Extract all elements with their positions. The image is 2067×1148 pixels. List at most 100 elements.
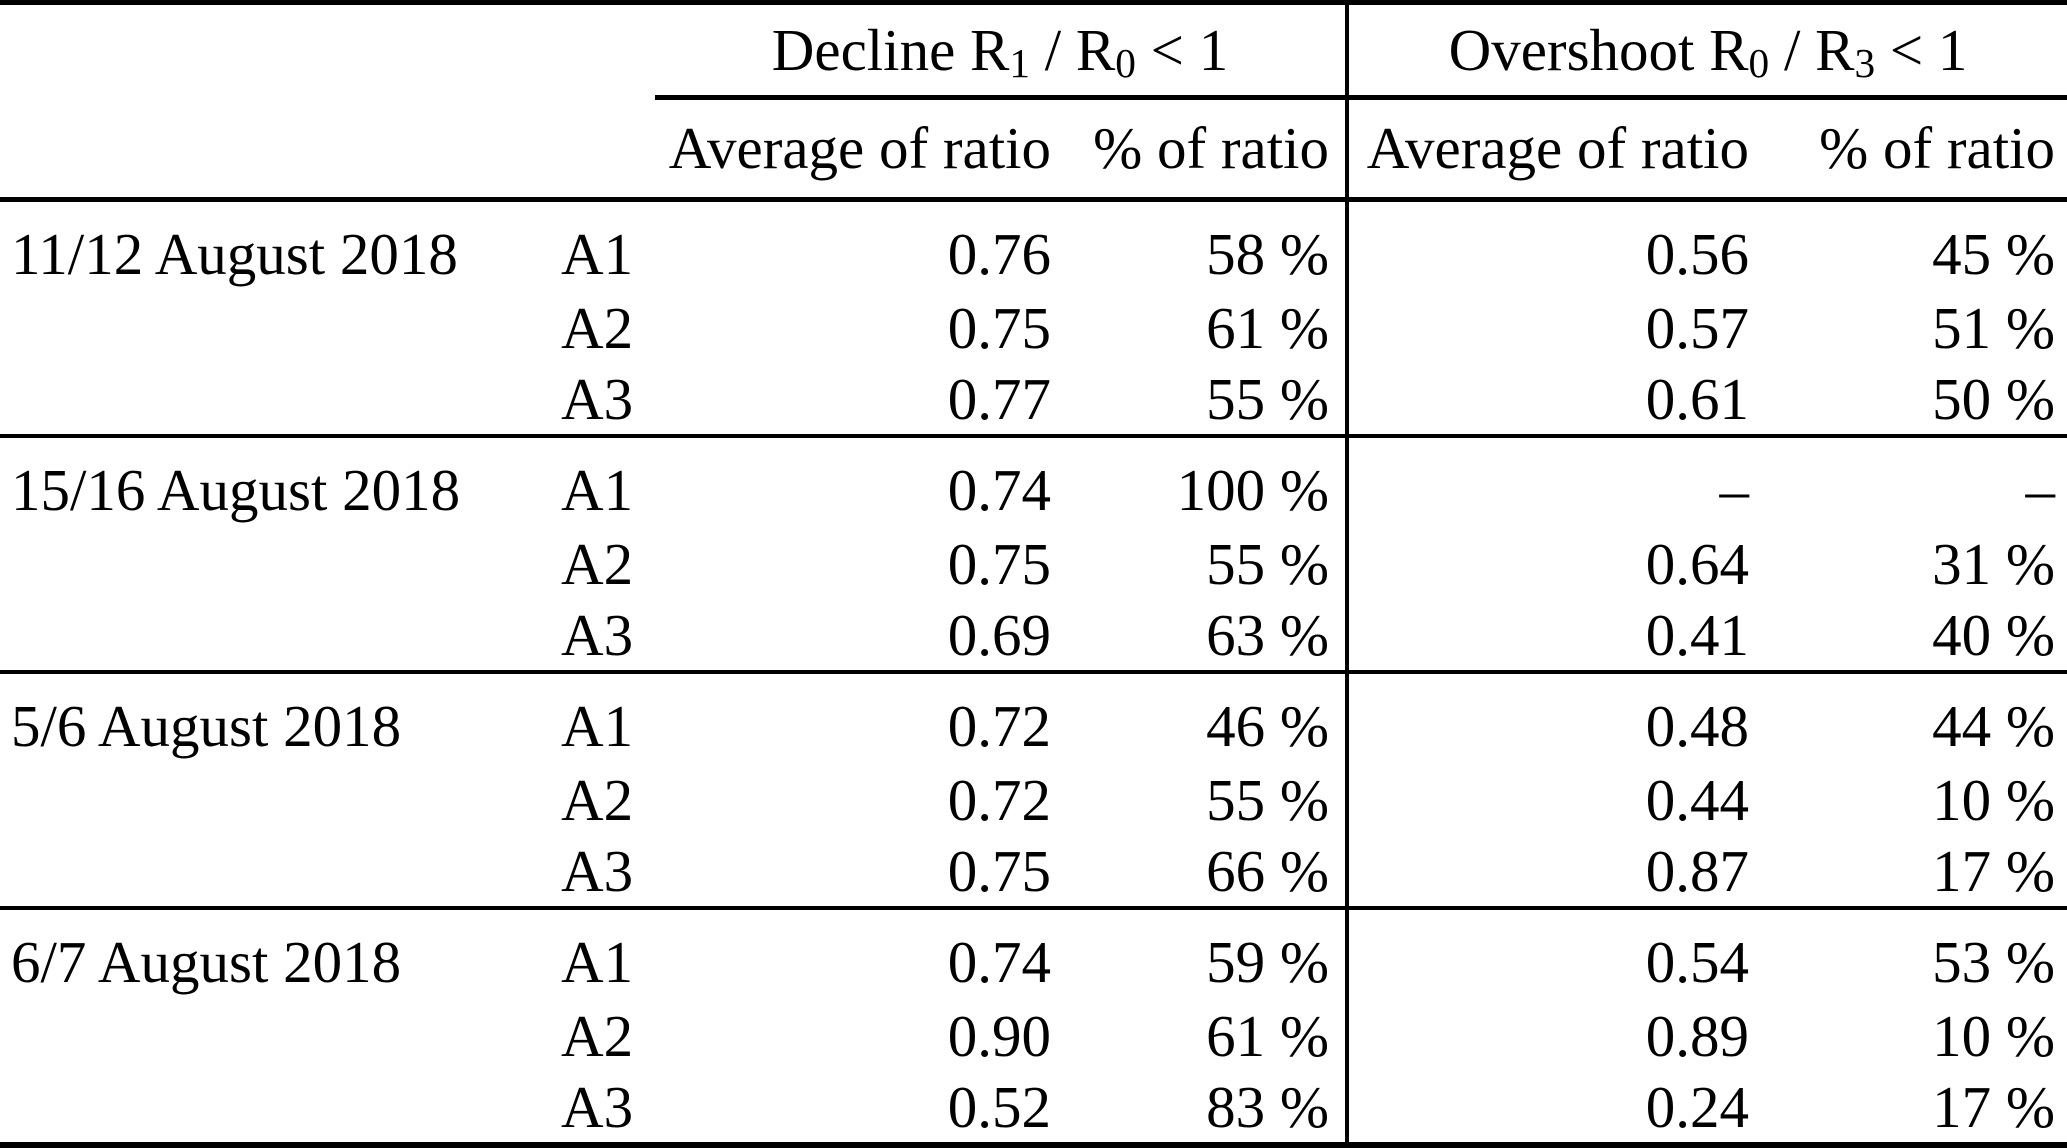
overshoot-percent-cell: 51 %: [1932, 294, 2055, 361]
col-header-decline-average: Average of ratio: [655, 100, 1055, 202]
variant-cell: A3: [561, 366, 634, 432]
table-row: A2 0.75 55 % 0.64 31 %: [0, 527, 2067, 601]
decline-percent-cell: 61 %: [1206, 294, 1329, 361]
overshoot-average-cell: 0.56: [1345, 202, 1760, 291]
date-cell: [0, 999, 550, 1073]
variant-cell: A3: [561, 838, 634, 904]
overshoot-average-cell: 0.87: [1345, 837, 1760, 906]
decline-percent-cell: 58 %: [1206, 220, 1329, 287]
decline-percent-cell: 46 %: [1055, 670, 1345, 763]
variant-cell: A2: [561, 294, 634, 361]
decline-average-cell: 0.74: [655, 434, 1055, 527]
table-row: A2 0.72 55 % 0.44 10 %: [0, 763, 2067, 837]
date-cell: [0, 1073, 550, 1148]
col-header-decline-percent: % of ratio: [1055, 100, 1345, 202]
variant-cell: A1: [550, 434, 655, 527]
overshoot-header-text: < 1: [1875, 16, 1968, 83]
overshoot-group-header: Overshoot R0 / R3 < 1: [1345, 0, 2067, 100]
decline-average-cell: 0.76: [947, 220, 1051, 287]
decline-percent-cell: 83 %: [1055, 1073, 1345, 1148]
overshoot-average-cell: 0.89: [1345, 999, 1760, 1073]
overshoot-header-text: Overshoot R: [1448, 16, 1749, 83]
overshoot-percent-cell: –: [1760, 434, 2067, 527]
decline-average-cell: 0.90: [947, 1002, 1051, 1069]
date-cell: [0, 837, 550, 906]
date-group-1112-august: 11/12 August 2018 A1 0.76 58 % 0.56 45 %…: [0, 202, 2067, 434]
date-group-56-august: 5/6 August 2018 A1 0.72 46 % 0.48 44 % A…: [0, 670, 2067, 906]
decline-percent-cell: 100 %: [1055, 434, 1345, 527]
variant-cell: A1: [550, 906, 655, 999]
table-row: 5/6 August 2018 A1 0.72 46 % 0.48 44 %: [0, 670, 2067, 763]
variant-cell: A1: [550, 670, 655, 763]
column-header-row: Average of ratio % of ratio Average of r…: [0, 100, 2067, 202]
decline-percent-cell: 55 %: [1206, 766, 1329, 833]
overshoot-average-cell: 0.44: [1345, 763, 1760, 837]
decline-average-cell: 0.74: [655, 906, 1055, 999]
overshoot-average-cell: –: [1345, 434, 1760, 527]
decline-header-text: Decline R: [771, 16, 1010, 83]
overshoot-average-cell: 0.64: [1345, 527, 1760, 601]
group-header-row: Decline R1 / R0 < 1 Overshoot R0 / R3 < …: [0, 0, 2067, 100]
table-row: A3 0.77 55 % 0.61 50 %: [0, 365, 2067, 434]
decline-percent-cell: 55 %: [1206, 366, 1329, 432]
overshoot-sub-0: 0: [1748, 39, 1770, 86]
date-cell: [0, 365, 550, 434]
variant-cell: A2: [561, 766, 634, 833]
col-header-overshoot-percent: % of ratio: [1760, 100, 2067, 202]
date-cell: 15/16 August 2018: [0, 434, 550, 527]
table-header: Decline R1 / R0 < 1 Overshoot R0 / R3 < …: [0, 0, 2067, 202]
table-row: A2 0.90 61 % 0.89 10 %: [0, 999, 2067, 1073]
overshoot-average-cell: 0.48: [1345, 670, 1760, 763]
decline-average-cell: 0.69: [947, 602, 1051, 668]
date-cell: [0, 527, 550, 601]
date-cell: 11/12 August 2018: [11, 220, 458, 287]
decline-average-cell: 0.75: [947, 530, 1051, 597]
variant-cell: A3: [550, 1073, 655, 1148]
overshoot-percent-cell: 40 %: [1932, 602, 2055, 668]
table-row: 6/7 August 2018 A1 0.74 59 % 0.54 53 %: [0, 906, 2067, 999]
variant-cell: A1: [561, 220, 634, 287]
overshoot-header-text: / R: [1769, 16, 1855, 83]
variant-cell: A2: [561, 1002, 634, 1069]
decline-sub-0: 0: [1115, 39, 1136, 86]
overshoot-average-cell: 0.54: [1345, 906, 1760, 999]
date-group-1516-august: 15/16 August 2018 A1 0.74 100 % – – A2 0…: [0, 434, 2067, 670]
variant-cell: A3: [561, 602, 634, 668]
overshoot-percent-cell: 17 %: [1932, 838, 2055, 904]
table-row: A2 0.75 61 % 0.57 51 %: [0, 291, 2067, 365]
table-row: A3 0.75 66 % 0.87 17 %: [0, 837, 2067, 906]
decline-sub-1: 1: [1009, 39, 1031, 86]
overshoot-percent-cell: 50 %: [1932, 366, 2055, 432]
decline-average-cell: 0.77: [947, 366, 1051, 432]
decline-percent-cell: 66 %: [1206, 838, 1329, 904]
decline-percent-cell: 61 %: [1206, 1002, 1329, 1069]
date-group-67-august: 6/7 August 2018 A1 0.74 59 % 0.54 53 % A…: [0, 906, 2067, 1148]
variant-cell: A2: [561, 530, 634, 597]
overshoot-percent-cell: 53 %: [1760, 906, 2067, 999]
decline-average-cell: 0.72: [655, 670, 1055, 763]
overshoot-percent-cell: 44 %: [1760, 670, 2067, 763]
date-cell: 5/6 August 2018: [0, 670, 550, 763]
decline-header-text: / R: [1030, 16, 1116, 83]
overshoot-average-cell: 0.57: [1345, 291, 1760, 365]
date-cell: [0, 291, 550, 365]
overshoot-percent-cell: 45 %: [1932, 220, 2055, 287]
decline-percent-cell: 59 %: [1055, 906, 1345, 999]
decline-average-cell: 0.75: [947, 294, 1051, 361]
overshoot-average-cell: 0.61: [1345, 365, 1760, 434]
date-cell: [0, 763, 550, 837]
table-row: A3 0.52 83 % 0.24 17 %: [0, 1073, 2067, 1148]
overshoot-average-cell: 0.24: [1345, 1073, 1760, 1148]
overshoot-percent-cell: 10 %: [1932, 766, 2055, 833]
decline-group-header: Decline R1 / R0 < 1: [655, 0, 1345, 100]
table-row: A3 0.69 63 % 0.41 40 %: [0, 601, 2067, 670]
date-cell: [0, 601, 550, 670]
header-spacer: [0, 100, 655, 202]
decline-header-text: < 1: [1135, 16, 1229, 83]
overshoot-percent-cell: 17 %: [1760, 1073, 2067, 1148]
overshoot-average-cell: 0.41: [1345, 601, 1760, 670]
table-row: 11/12 August 2018 A1 0.76 58 % 0.56 45 %: [0, 202, 2067, 291]
decline-average-cell: 0.75: [947, 838, 1051, 904]
overshoot-percent-cell: 31 %: [1932, 530, 2055, 597]
